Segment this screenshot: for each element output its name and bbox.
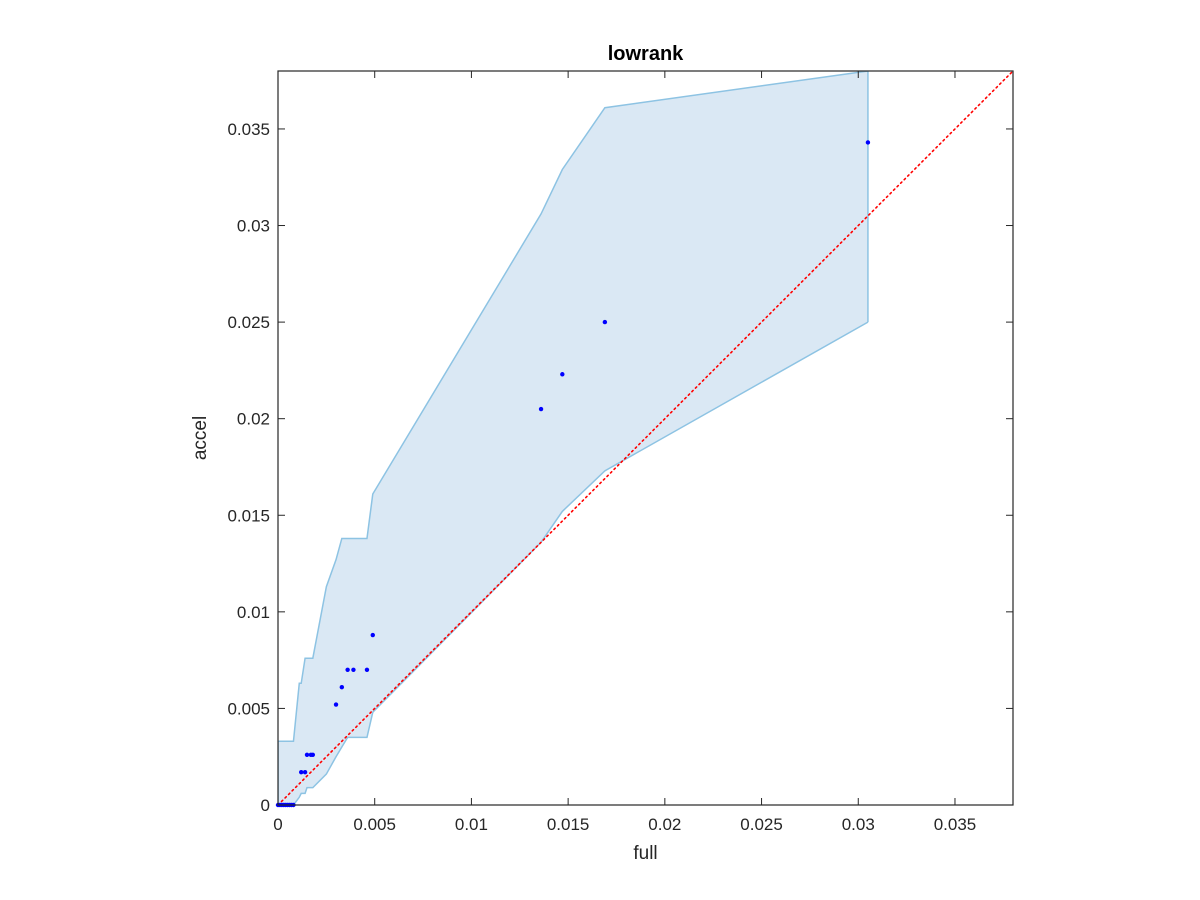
x-tick-label: 0.025 (740, 815, 783, 834)
y-tick-label: 0.01 (237, 603, 270, 622)
x-axis-label: full (633, 843, 657, 864)
band-upper-edge (278, 71, 869, 743)
data-point (865, 140, 871, 145)
data-point (339, 684, 345, 690)
data-point (345, 667, 350, 672)
x-tick-label: 0 (273, 815, 282, 834)
chart-title: lowrank (608, 43, 684, 65)
y-tick-label: 0 (261, 796, 270, 815)
data-point (370, 632, 375, 638)
data-point (299, 769, 304, 775)
reference-line (278, 71, 1013, 805)
x-tick-label: 0.03 (842, 815, 875, 834)
data-point (333, 702, 339, 707)
y-tick-label: 0.035 (227, 120, 270, 139)
x-tick-label: 0.015 (547, 815, 590, 834)
y-axis-label: accel (190, 416, 211, 460)
y-tick-label: 0.025 (227, 313, 270, 332)
data-point (351, 667, 356, 672)
y-tick-label: 0.02 (237, 410, 270, 429)
band-area (278, 71, 868, 805)
data-point (304, 752, 310, 757)
data-point (602, 319, 608, 325)
y-tick-label: 0.005 (227, 699, 270, 718)
x-tick-label: 0.005 (353, 815, 396, 834)
x-tick-label: 0.01 (455, 815, 488, 834)
axes-box (277, 70, 1014, 806)
data-point (310, 752, 316, 757)
x-tick-label: 0.035 (934, 815, 977, 834)
x-tick-label: 0.02 (648, 815, 681, 834)
data-point (538, 406, 544, 412)
data-point (560, 372, 565, 377)
y-tick-label: 0.03 (237, 217, 270, 236)
data-point (364, 667, 370, 672)
y-tick-label: 0.015 (227, 506, 270, 525)
data-point (302, 769, 308, 775)
